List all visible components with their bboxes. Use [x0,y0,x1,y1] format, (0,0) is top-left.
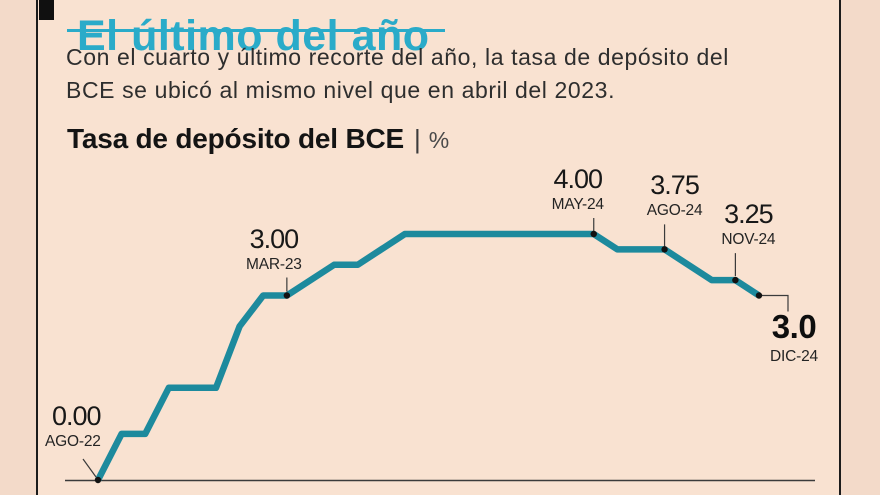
page-title: El último del año [77,11,430,60]
intro-paragraph: Con el cuarto y último recorte del año, … [66,41,729,107]
leader-line [82,458,97,478]
content-panel [36,0,841,495]
data-point-ago-22 [94,476,102,484]
intro-line-1: Con el cuarto y último recorte del año, … [66,44,729,70]
data-point-dic-24 [755,292,763,299]
deposit-rate-line [95,230,761,482]
leader-line [761,294,789,312]
heading-divider: | [413,124,421,154]
data-point-ago-24 [661,246,668,253]
chart-title: Tasa de depósito del BCE [67,123,404,154]
data-point-may-24 [590,230,597,238]
data-point-nov-24 [732,276,739,284]
data-point-mar-23 [283,292,291,299]
title-underline [67,29,445,32]
chart-unit-label: % [428,127,450,153]
intro-line-2: BCE se ubicó al mismo nivel que en abril… [66,77,616,103]
chart-heading: Tasa de depósito del BCE |% [67,123,449,155]
square-bullet-icon [39,0,54,20]
